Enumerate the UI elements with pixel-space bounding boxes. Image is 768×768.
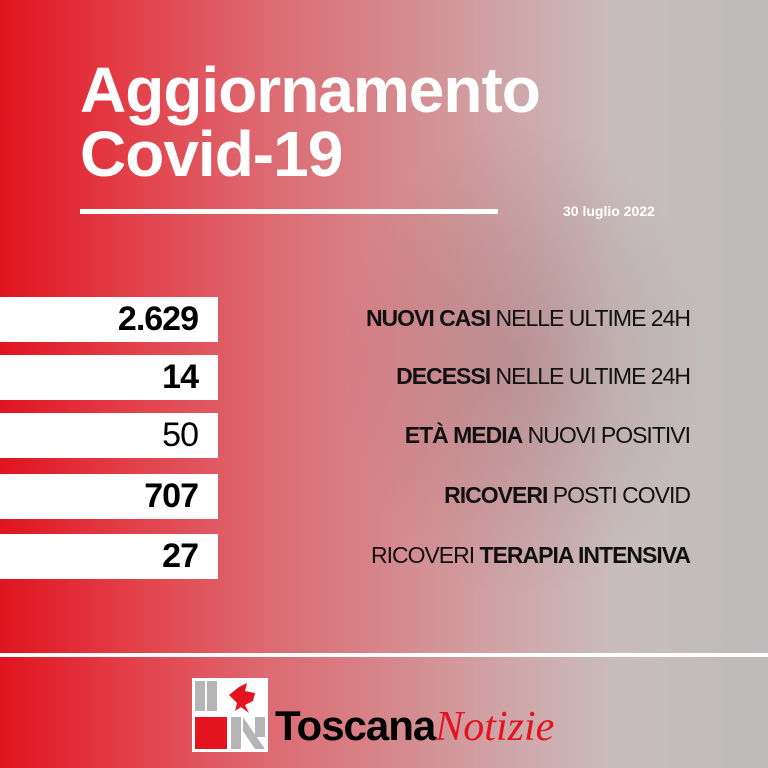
footer-divider [0,653,768,657]
stat-label-average-age: ETÀ MEDIA NUOVI POSITIVI [404,422,691,448]
title-line-1: Aggiornamento [80,54,541,126]
toscana-notizie-logo-icon [192,678,268,752]
brand-wordmark: ToscanaNotizie [275,702,555,750]
stat-value-hospitalized: 707 [0,474,218,519]
title-line-2: Covid-19 [80,118,343,190]
stat-value-deaths: 14 [0,355,218,400]
stat-label-new-cases: NUOVI CASI NELLE ULTIME 24H [365,305,691,331]
stat-label-hospitalized: RICOVERI POSTI COVID [444,482,691,508]
stat-value-new-cases: 2.629 [0,297,218,342]
date: 30 luglio 2022 [563,203,655,219]
stat-value-intensive-care: 27 [0,534,218,579]
title-underline [80,209,498,214]
stat-label-intensive-care: RICOVERI TERAPIA INTENSIVA [370,542,691,568]
stat-label-deaths: DECESSI NELLE ULTIME 24H [396,363,691,389]
stat-value-average-age: 50 [0,413,218,458]
page-title: Aggiornamento Covid-19 [80,54,541,190]
